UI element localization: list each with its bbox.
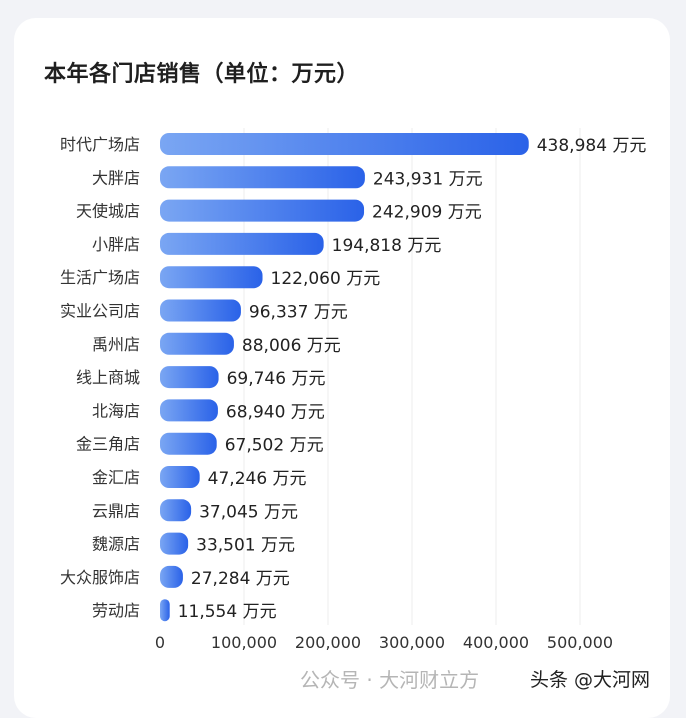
bar [160, 266, 263, 289]
value-label: 47,246 万元 [208, 469, 307, 489]
x-tick-label: 500,000 [547, 633, 613, 652]
value-label: 242,909 万元 [372, 203, 482, 223]
watermark-wechat: 公众号 · 大河财立方 [300, 668, 480, 692]
bar [160, 199, 365, 222]
bar [160, 532, 189, 555]
watermark-toutiao: 头条 @大河网 [530, 669, 651, 691]
value-label: 68,940 万元 [226, 402, 325, 422]
value-label: 27,284 万元 [191, 569, 290, 589]
bar [160, 565, 183, 588]
bar [160, 232, 324, 255]
category-label: 魏源店 [92, 535, 140, 554]
category-label: 线上商城 [76, 368, 140, 387]
category-label: 北海店 [92, 401, 140, 420]
bar [160, 166, 365, 189]
x-tick-label: 0 [155, 633, 165, 652]
chart-title: 本年各门店销售（单位：万元） [44, 62, 360, 87]
value-label: 69,746 万元 [227, 369, 326, 389]
value-label: 67,502 万元 [225, 436, 324, 456]
value-label: 11,554 万元 [178, 602, 277, 622]
x-tick-label: 300,000 [379, 633, 445, 652]
value-label: 33,501 万元 [196, 536, 295, 556]
bar [160, 332, 234, 355]
category-label: 金三角店 [76, 435, 140, 454]
value-label: 122,060 万元 [271, 269, 381, 289]
value-label: 88,006 万元 [242, 336, 341, 356]
bar [160, 599, 170, 622]
value-label: 243,931 万元 [373, 169, 483, 189]
category-label: 实业公司店 [60, 302, 140, 321]
x-tick-label: 400,000 [463, 633, 529, 652]
bar [160, 366, 219, 389]
category-label: 云鼎店 [92, 501, 140, 520]
bar-chart: 0 100,000 200,000 300,000 400,000 500,000 时代广场… [60, 128, 647, 652]
category-label: 天使城店 [76, 202, 140, 221]
bar [160, 466, 200, 488]
value-label: 194,818 万元 [332, 236, 442, 256]
bar [160, 432, 217, 455]
bar [160, 133, 529, 155]
bar [160, 299, 241, 322]
bar [160, 399, 218, 422]
bar [160, 499, 192, 522]
category-label: 小胖店 [92, 235, 140, 254]
category-label: 生活广场店 [60, 268, 140, 287]
category-label: 时代广场店 [60, 135, 140, 154]
category-label: 金汇店 [92, 468, 140, 487]
category-label: 大众服饰店 [60, 568, 140, 587]
x-tick-label: 100,000 [211, 633, 277, 652]
x-tick-label: 200,000 [295, 633, 361, 652]
value-label: 96,337 万元 [249, 303, 348, 323]
category-label: 劳动店 [92, 601, 140, 620]
value-label: 37,045 万元 [199, 502, 298, 522]
value-label: 438,984 万元 [537, 136, 647, 156]
category-label: 禹州店 [92, 335, 140, 354]
category-label: 大胖店 [92, 168, 140, 187]
